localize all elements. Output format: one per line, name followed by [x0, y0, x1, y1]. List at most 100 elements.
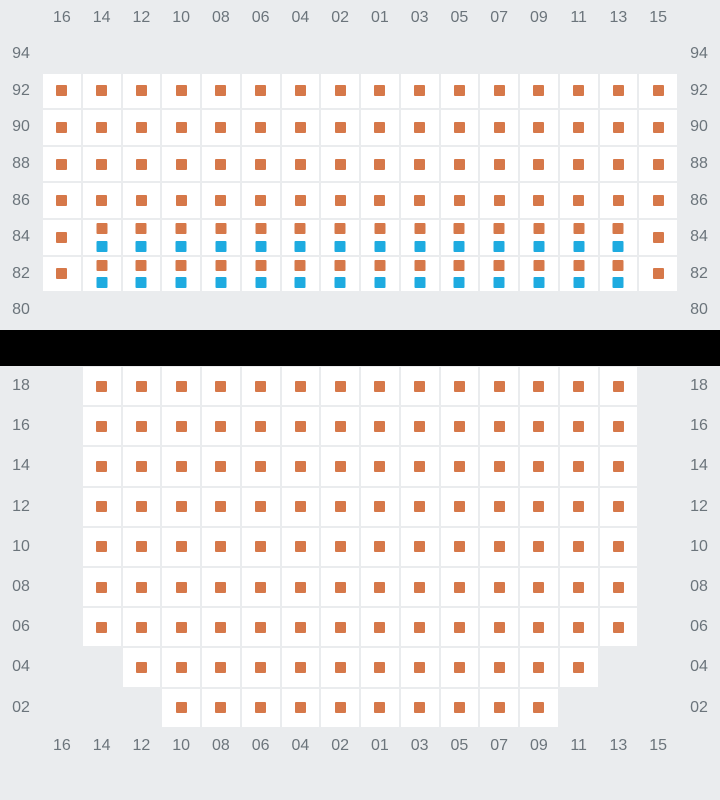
seat-cell[interactable]: [82, 446, 122, 486]
seat-cell[interactable]: [281, 73, 321, 110]
seat-cell[interactable]: [281, 109, 321, 146]
seat-cell[interactable]: [479, 406, 519, 446]
seat-cell[interactable]: [320, 182, 360, 219]
seat-cell[interactable]: [400, 109, 440, 146]
seat-cell[interactable]: [241, 647, 281, 687]
seat-cell[interactable]: [42, 182, 82, 219]
seat-cell[interactable]: [559, 446, 599, 486]
seat-cell[interactable]: [82, 146, 122, 183]
seat-cell[interactable]: [440, 607, 480, 647]
seat-cell[interactable]: [400, 647, 440, 687]
seat-cell[interactable]: [281, 527, 321, 567]
seat-cell[interactable]: [519, 146, 559, 183]
seat-cell[interactable]: [320, 647, 360, 687]
seat-cell[interactable]: [599, 109, 639, 146]
seat-cell[interactable]: [320, 567, 360, 607]
seat-cell[interactable]: [440, 527, 480, 567]
seat-cell[interactable]: [479, 366, 519, 406]
seat-cell[interactable]: [479, 219, 519, 256]
seat-cell[interactable]: [42, 73, 82, 110]
seat-cell[interactable]: [122, 366, 162, 406]
seat-cell[interactable]: [519, 219, 559, 256]
seat-cell[interactable]: [519, 688, 559, 728]
seat-cell[interactable]: [122, 109, 162, 146]
seat-cell[interactable]: [161, 446, 201, 486]
seat-cell[interactable]: [241, 487, 281, 527]
seat-cell[interactable]: [479, 73, 519, 110]
seat-cell[interactable]: [479, 527, 519, 567]
seat-cell[interactable]: [320, 406, 360, 446]
seat-cell[interactable]: [559, 607, 599, 647]
seat-cell[interactable]: [440, 73, 480, 110]
seat-cell[interactable]: [360, 487, 400, 527]
seat-cell[interactable]: [281, 567, 321, 607]
seat-cell[interactable]: [599, 219, 639, 256]
seat-cell[interactable]: [599, 73, 639, 110]
seat-cell[interactable]: [559, 182, 599, 219]
seat-cell[interactable]: [42, 256, 82, 293]
seat-cell[interactable]: [161, 109, 201, 146]
seat-cell[interactable]: [599, 527, 639, 567]
seat-cell[interactable]: [241, 109, 281, 146]
seat-cell[interactable]: [161, 366, 201, 406]
seat-cell[interactable]: [599, 567, 639, 607]
seat-cell[interactable]: [519, 73, 559, 110]
seat-cell[interactable]: [559, 567, 599, 607]
seat-cell[interactable]: [281, 647, 321, 687]
seat-cell[interactable]: [201, 607, 241, 647]
seat-cell[interactable]: [638, 146, 678, 183]
seat-cell[interactable]: [201, 146, 241, 183]
seat-cell[interactable]: [122, 73, 162, 110]
seat-cell[interactable]: [360, 146, 400, 183]
seat-cell[interactable]: [479, 446, 519, 486]
seat-cell[interactable]: [440, 688, 480, 728]
seat-cell[interactable]: [400, 219, 440, 256]
seat-cell[interactable]: [201, 406, 241, 446]
seat-cell[interactable]: [599, 446, 639, 486]
seat-cell[interactable]: [320, 487, 360, 527]
seat-cell[interactable]: [519, 446, 559, 486]
seat-cell[interactable]: [599, 182, 639, 219]
seat-cell[interactable]: [440, 647, 480, 687]
seat-cell[interactable]: [638, 219, 678, 256]
seat-cell[interactable]: [479, 647, 519, 687]
seat-cell[interactable]: [281, 487, 321, 527]
seat-cell[interactable]: [360, 406, 400, 446]
seat-cell[interactable]: [82, 366, 122, 406]
seat-cell[interactable]: [519, 607, 559, 647]
seat-cell[interactable]: [201, 527, 241, 567]
seat-cell[interactable]: [161, 219, 201, 256]
seat-cell[interactable]: [519, 406, 559, 446]
seat-cell[interactable]: [320, 527, 360, 567]
seat-cell[interactable]: [241, 406, 281, 446]
seat-cell[interactable]: [161, 406, 201, 446]
seat-cell[interactable]: [360, 219, 400, 256]
seat-cell[interactable]: [320, 688, 360, 728]
seat-cell[interactable]: [42, 146, 82, 183]
seat-cell[interactable]: [360, 366, 400, 406]
seat-cell[interactable]: [400, 446, 440, 486]
seat-cell[interactable]: [320, 73, 360, 110]
seat-cell[interactable]: [122, 146, 162, 183]
seat-cell[interactable]: [638, 109, 678, 146]
seat-cell[interactable]: [241, 366, 281, 406]
seat-cell[interactable]: [241, 256, 281, 293]
seat-cell[interactable]: [599, 607, 639, 647]
seat-cell[interactable]: [241, 607, 281, 647]
seat-cell[interactable]: [161, 688, 201, 728]
seat-cell[interactable]: [281, 446, 321, 486]
seat-cell[interactable]: [479, 109, 519, 146]
seat-cell[interactable]: [400, 527, 440, 567]
seat-cell[interactable]: [161, 256, 201, 293]
seat-cell[interactable]: [82, 256, 122, 293]
seat-cell[interactable]: [400, 487, 440, 527]
seat-cell[interactable]: [400, 688, 440, 728]
seat-cell[interactable]: [400, 366, 440, 406]
seat-cell[interactable]: [599, 256, 639, 293]
seat-cell[interactable]: [559, 146, 599, 183]
seat-cell[interactable]: [360, 109, 400, 146]
seat-cell[interactable]: [122, 527, 162, 567]
seat-cell[interactable]: [241, 73, 281, 110]
seat-cell[interactable]: [599, 146, 639, 183]
seat-cell[interactable]: [400, 73, 440, 110]
